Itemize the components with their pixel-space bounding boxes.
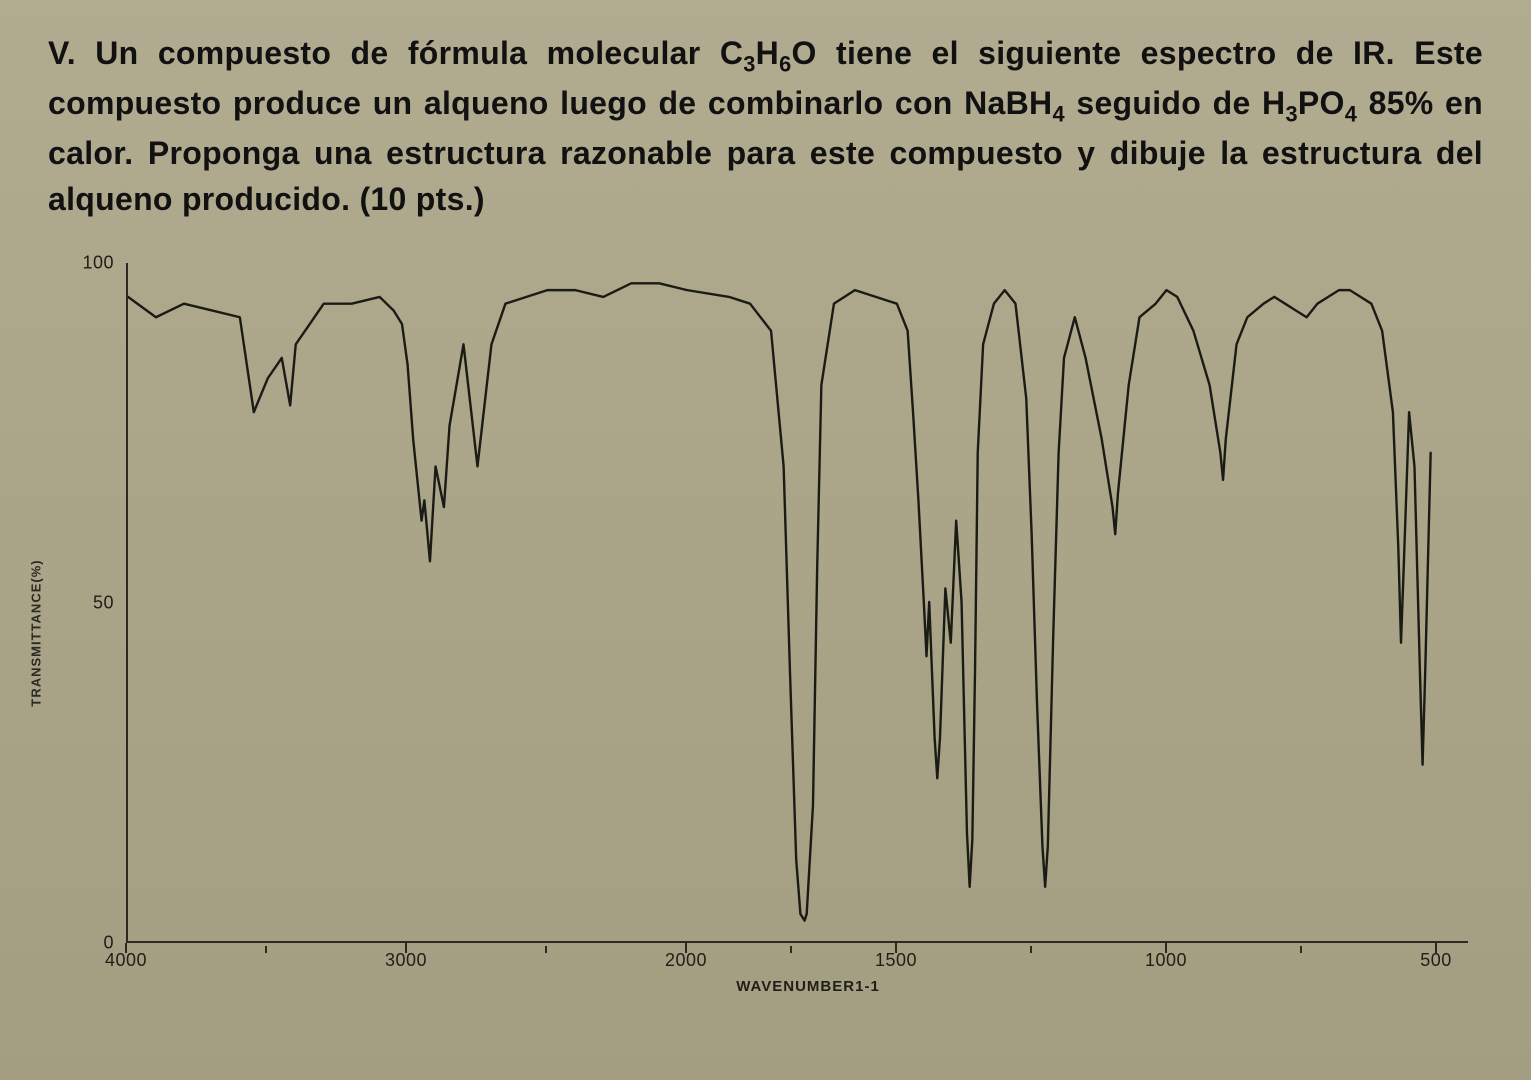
ir-spectrum-chart: TRANSMITTANCE(%) 100 50 0 4000 3000 2000… <box>48 263 1478 1003</box>
xminor-4 <box>1030 946 1032 953</box>
ytick-100: 100 <box>74 252 114 273</box>
q-seg-8: PO <box>1298 85 1345 121</box>
question-text: V. Un compuesto de fórmula molecular C3H… <box>48 30 1483 223</box>
xtick-3000: 3000 <box>385 950 427 971</box>
xtick-1500: 1500 <box>875 950 917 971</box>
page: V. Un compuesto de fórmula molecular C3H… <box>0 0 1531 1080</box>
q-sub-5: 4 <box>1052 101 1064 126</box>
q-seg-0: V. Un compuesto de fórmula molecular C <box>48 35 743 71</box>
q-sub-7: 3 <box>1285 101 1297 126</box>
xminor-3 <box>790 946 792 953</box>
q-sub-1: 3 <box>743 51 755 76</box>
xminor-2 <box>545 946 547 953</box>
ytick-50: 50 <box>74 592 114 613</box>
xtick-1000: 1000 <box>1145 950 1187 971</box>
q-seg-2: H <box>756 35 779 71</box>
x-axis-label: WAVENUMBER1-1 <box>736 978 880 995</box>
xtick-2000: 2000 <box>665 950 707 971</box>
spectrum-svg <box>128 263 1468 941</box>
xminor-1 <box>265 946 267 953</box>
xtick-500: 500 <box>1420 950 1452 971</box>
xtick-4000: 4000 <box>105 950 147 971</box>
q-seg-6: seguido de H <box>1065 85 1286 121</box>
y-axis-label: TRANSMITTANCE(%) <box>29 559 44 706</box>
q-sub-3: 6 <box>779 51 791 76</box>
plot-area <box>126 263 1468 943</box>
xminor-5 <box>1300 946 1302 953</box>
q-sub-9: 4 <box>1345 101 1357 126</box>
spectrum-line <box>128 283 1431 920</box>
